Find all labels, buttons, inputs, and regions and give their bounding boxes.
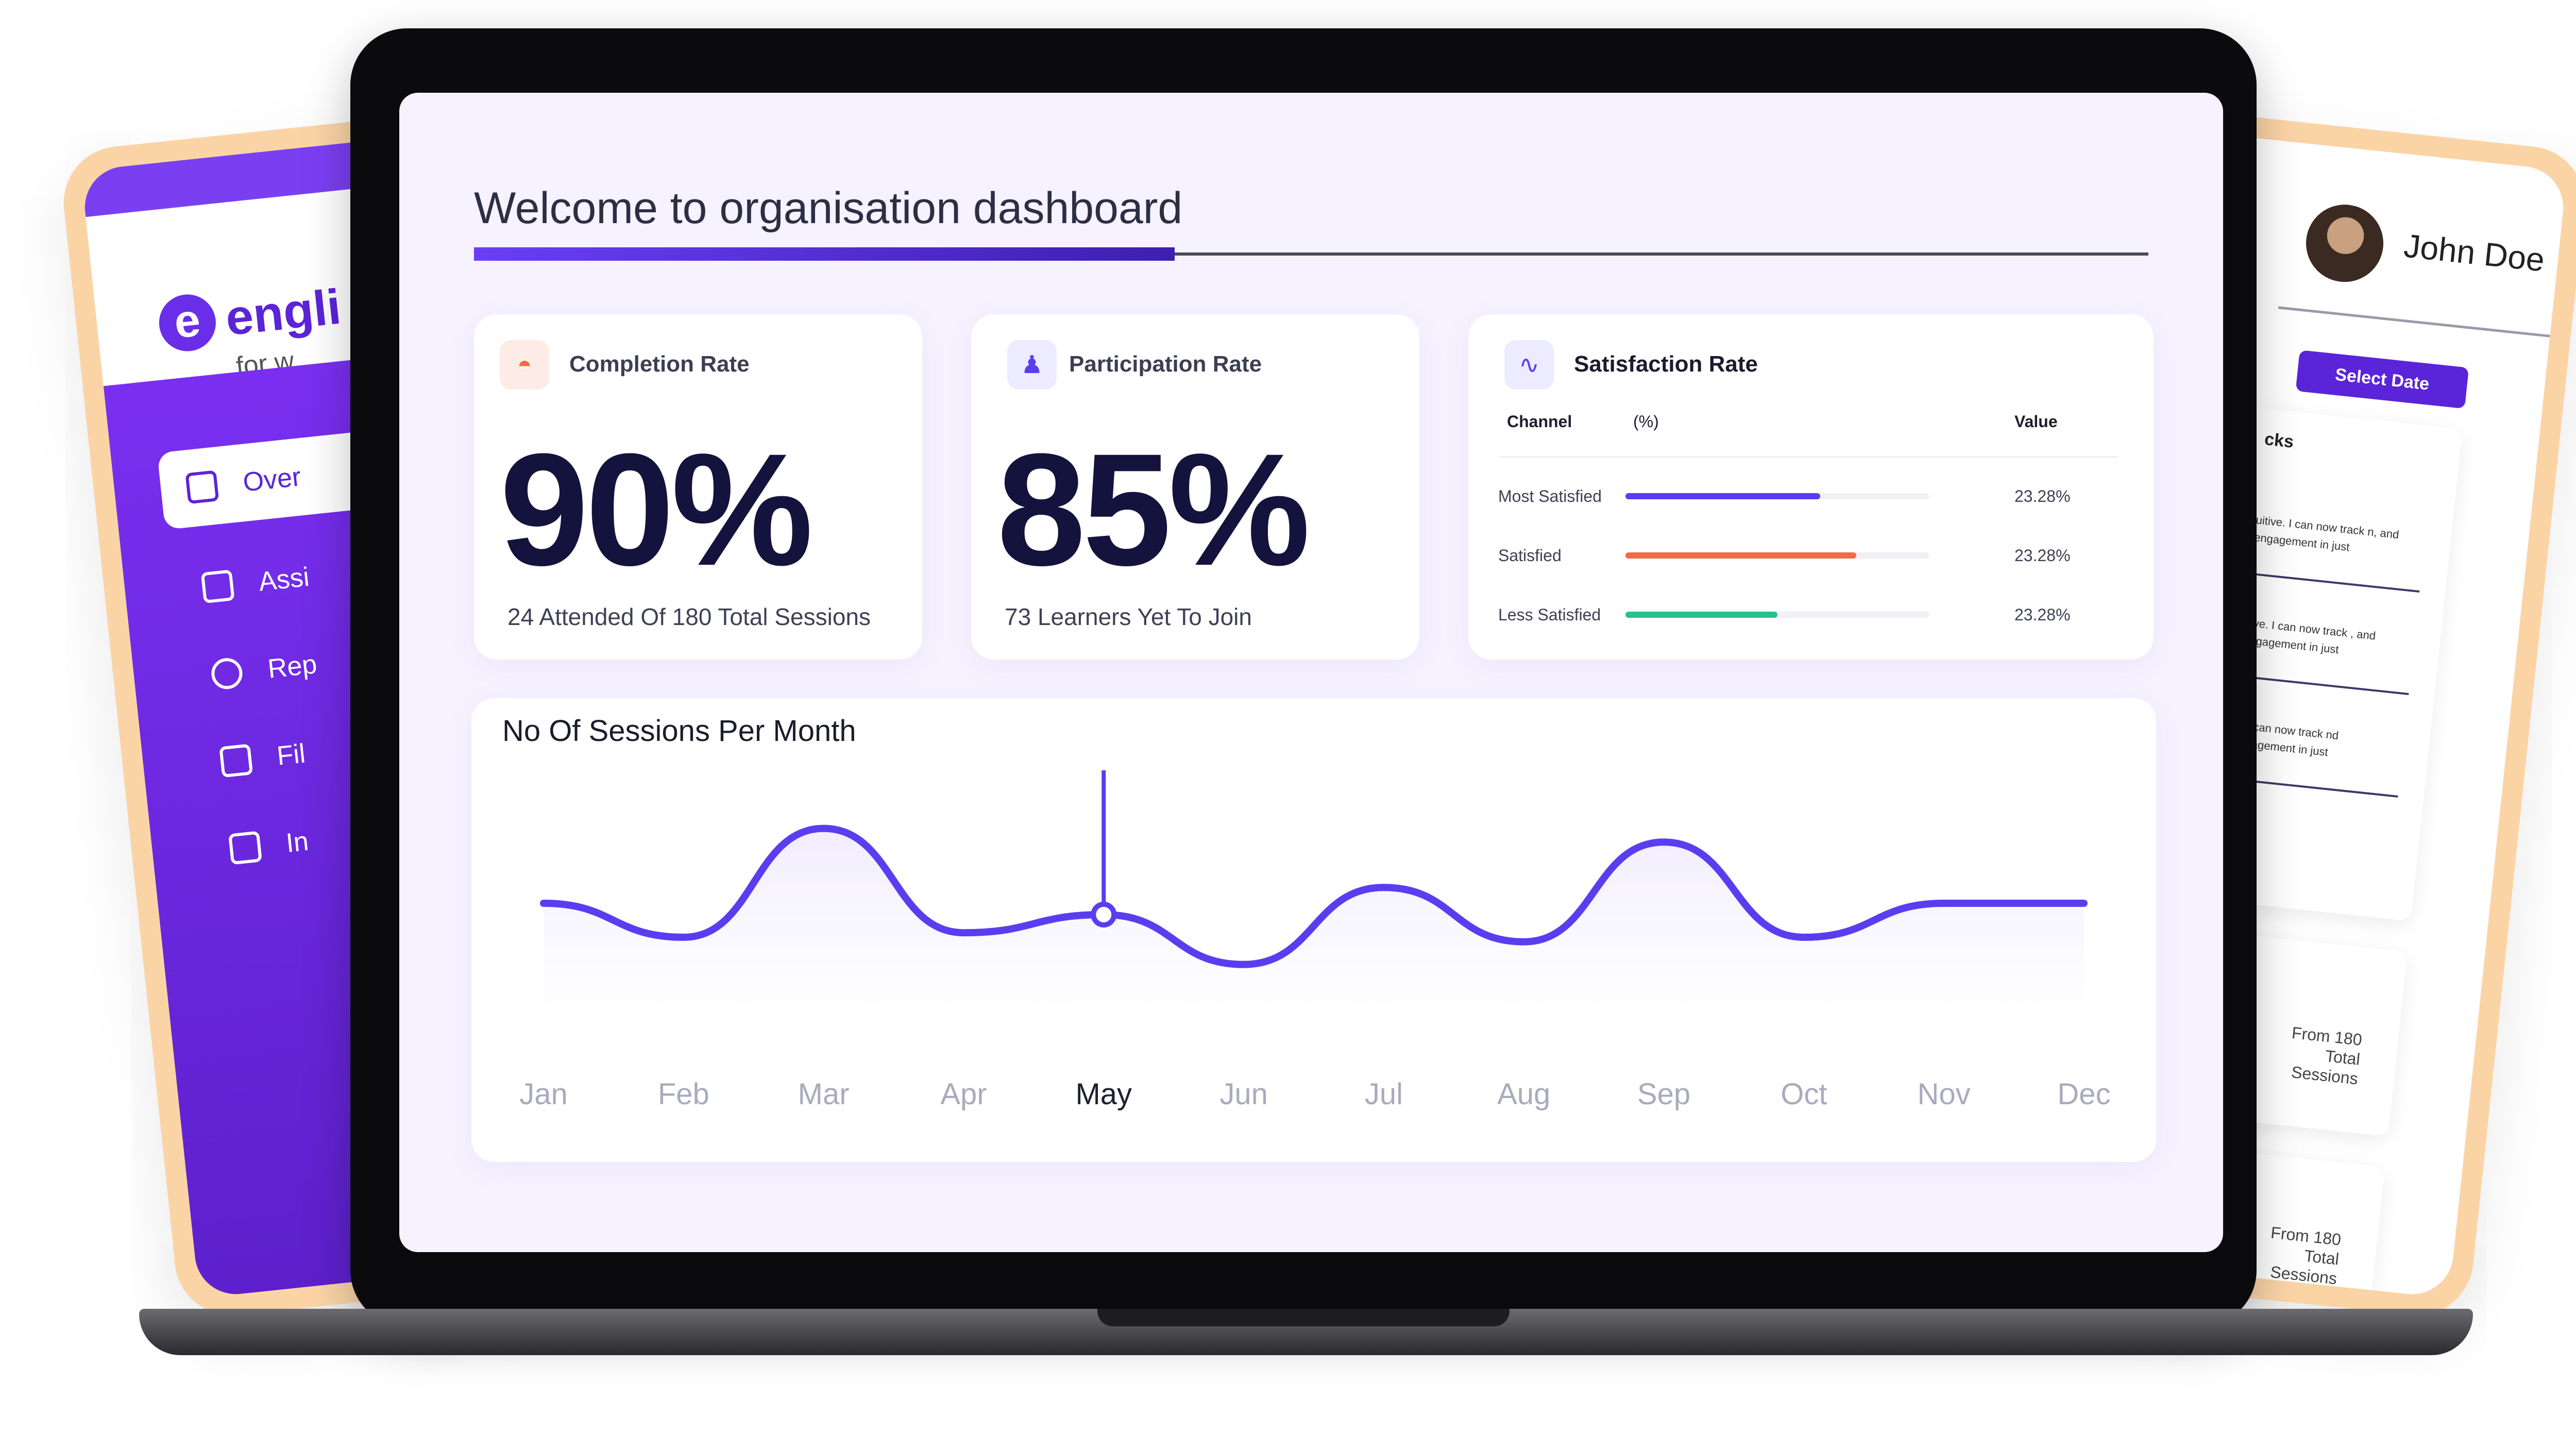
header-value: Value: [2014, 412, 2058, 431]
sidebar-item-label: Assi: [257, 562, 311, 597]
divider: [2278, 306, 2550, 338]
chart-area-fill: [544, 828, 2084, 1090]
participation-subtext: 73 Learners Yet To Join: [1005, 603, 1252, 630]
satisfaction-bar-track: [1625, 552, 1929, 559]
x-tick-label: Nov: [1917, 1077, 1971, 1111]
completion-title: Completion Rate: [569, 351, 750, 377]
x-tick-label: Dec: [2057, 1077, 2111, 1111]
laptop-notch: [1097, 1309, 1510, 1326]
x-tick-label: Sep: [1637, 1077, 1691, 1111]
x-tick-label: Feb: [657, 1077, 709, 1111]
title-underline: [474, 252, 2148, 256]
satisfaction-bar-track: [1625, 493, 1929, 499]
satisfaction-bar-fill: [1625, 612, 1777, 618]
logo-icon: e: [156, 292, 219, 354]
feedback-heading: cks: [2263, 429, 2295, 452]
x-tick-label: Mar: [798, 1077, 850, 1111]
x-tick-label: Aug: [1497, 1077, 1551, 1111]
user-name: John Doe: [2402, 227, 2547, 279]
calendar-check-icon: ◓: [500, 340, 549, 390]
x-tick-label: Oct: [1781, 1077, 1827, 1111]
participation-card: ♟ Participation Rate 85% 73 Learners Yet…: [971, 314, 1419, 660]
x-tick-label: Jul: [1364, 1077, 1403, 1111]
satisfaction-bar-fill: [1625, 493, 1820, 499]
completion-value: 90%: [500, 420, 813, 599]
title-accent-bar: [474, 247, 1175, 261]
satisfaction-title: Satisfaction Rate: [1574, 351, 1758, 377]
row-label: Less Satisfied: [1498, 605, 1601, 624]
chart-title: No Of Sessions Per Month: [502, 714, 856, 748]
logo-text: engli: [223, 279, 344, 346]
sessions-line-chart: [540, 770, 2088, 1090]
x-tick-label: Jun: [1219, 1077, 1268, 1111]
sidebar-item-label: In: [284, 826, 310, 858]
row-value: 23.28%: [2014, 487, 2071, 505]
inbox-icon: [228, 831, 262, 865]
sessions-text: From 180 Total Sessions: [2269, 1223, 2342, 1288]
file-plus-icon: [219, 744, 253, 778]
row-value: 23.28%: [2014, 546, 2071, 565]
x-tick-label: Apr: [940, 1077, 987, 1111]
row-label: Satisfied: [1498, 546, 1562, 565]
sidebar-item-label: Rep: [266, 649, 318, 684]
participation-title: Participation Rate: [1069, 351, 1262, 377]
sessions-text: From 180 Total Sessions: [2290, 1023, 2363, 1088]
row-label: Most Satisfied: [1498, 487, 1602, 505]
dashboard-screen: Welcome to organisation dashboard ◓ Comp…: [399, 93, 2223, 1252]
row-value: 23.28%: [2014, 605, 2071, 624]
divider: [1499, 456, 2117, 458]
header-channel: Channel: [1507, 412, 1572, 431]
pie-chart-icon: [210, 656, 244, 691]
x-tick-label: Jan: [519, 1077, 568, 1111]
page-title: Welcome to organisation dashboard: [474, 183, 1183, 233]
completion-card: ◓ Completion Rate 90% 24 Attended Of 180…: [474, 314, 922, 660]
sessions-chart-card: No Of Sessions Per Month Jan Feb Mar Apr May…: [471, 698, 2156, 1162]
avatar[interactable]: [2302, 200, 2387, 286]
header-percent: (%): [1633, 412, 1659, 431]
activity-icon: ∿: [1504, 340, 1554, 390]
users-icon: ♟: [1007, 340, 1057, 390]
sidebar-item-label: Over: [241, 462, 302, 498]
grid-icon: [185, 470, 219, 504]
participation-value: 85%: [997, 420, 1310, 599]
clipboard-icon: [200, 569, 235, 604]
satisfaction-bar-fill: [1625, 552, 1857, 559]
logo: e engli: [156, 279, 344, 354]
satisfaction-card: ∿ Satisfaction Rate Channel (%) Value Mo…: [1468, 314, 2154, 660]
chart-series-line: [540, 824, 2088, 968]
sidebar-item-label: Fil: [275, 738, 307, 771]
x-tick-label: May: [1075, 1077, 1132, 1111]
highlight-point[interactable]: [1091, 902, 1117, 927]
completion-subtext: 24 Attended Of 180 Total Sessions: [507, 603, 871, 630]
select-date-button[interactable]: Select Date: [2295, 350, 2469, 409]
satisfaction-bar-track: [1625, 612, 1929, 618]
